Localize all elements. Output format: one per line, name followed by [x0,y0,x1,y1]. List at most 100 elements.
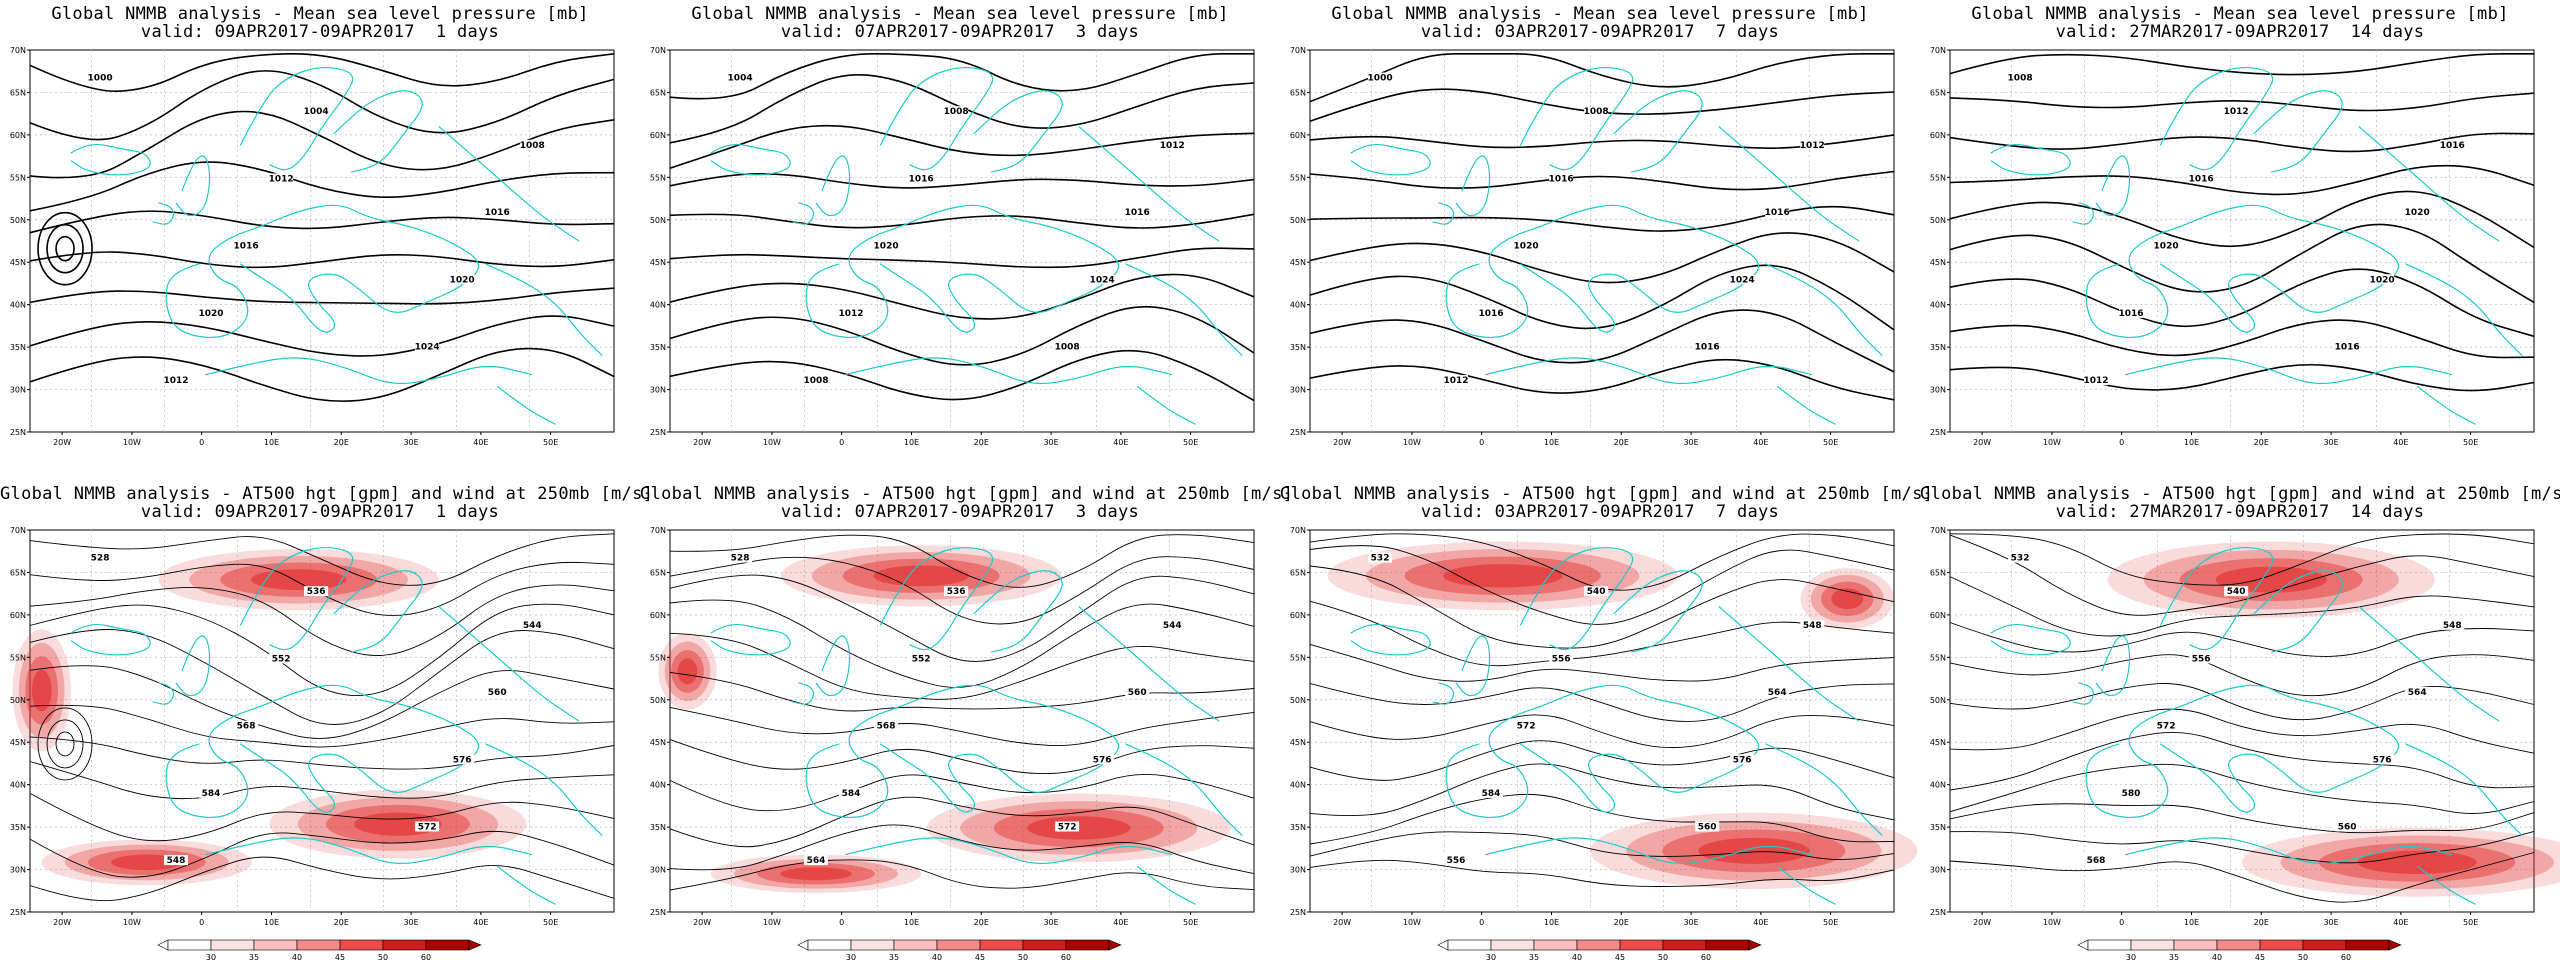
colorbar-tick-label: 40 [292,953,302,960]
coastline [333,90,423,173]
lon-tick-label: 30E [1683,438,1698,447]
lat-tick-label: 70N [10,46,26,55]
contour-line [1949,533,2535,586]
panel-z500-1day: Global NMMB analysis - AT500 hgt [gpm] a… [0,480,653,960]
lat-tick-label: 65N [1930,88,1946,97]
coastline [1136,865,1196,905]
contour-label: 1016 [2119,309,2144,319]
lon-tick-label: 30E [1043,438,1058,447]
contour-line [669,632,1255,700]
lat-tick-label: 30N [1930,866,1946,875]
contour-label-bg [2189,173,2214,184]
lon-tick-label: 30E [1043,918,1058,927]
map-plot: 1000 1008 1012 1016 1016 1020 1024 1016 1016 1012… [1290,46,1895,447]
lat-tick-label: 45N [1930,258,1946,267]
colorbar-arrow-left [797,939,809,951]
contour-line [1309,831,1895,860]
contour-label: 1012 [1800,141,1825,151]
lat-tick-label: 55N [10,653,26,662]
lat-tick-label: 25N [10,908,26,917]
contour-line [669,172,1255,189]
lat-axis: 70N 65N 60N 55N 50N 45N 40N 35N 30N 25N [1290,526,1310,917]
colorbar-tick-label: 35 [249,953,259,960]
colorbar-tick-label: 45 [975,953,985,960]
lon-tick-label: 50E [543,918,558,927]
contour-label: 564 [807,856,826,866]
lon-tick-label: 30E [403,438,418,447]
lat-axis: 70N 65N 60N 55N 50N 45N 40N 35N 30N 25N [10,46,30,437]
contour-label: 1024 [1730,275,1755,285]
colorbar-tick-label: 30 [846,953,856,960]
contour-label-bg [199,787,224,798]
contour-label-bg [2440,139,2465,150]
contour-labels: 532 540 548 556 564 572 576 584 560 556 [1368,552,1825,866]
coastline [710,623,791,656]
contour-label-bg [2440,619,2465,630]
contour-label-bg [1695,341,1720,352]
coastline [1718,605,1860,722]
lon-tick-label: 40E [473,438,488,447]
colorbar-tick-label: 50 [2298,953,2308,960]
contour-label: 548 [167,856,186,866]
coastline [815,635,851,697]
contour-label: 1012 [2083,376,2108,386]
contour-line [1309,793,1895,845]
contour-label-bg [728,72,753,83]
panel-z500-3day: Global NMMB analysis - AT500 hgt [gpm] a… [640,480,1294,960]
contour-label-bg [839,787,864,798]
colorbar-segment [253,939,298,951]
closed-contour [55,235,75,262]
lon-tick-label: 20W [1333,438,1351,447]
contour-label: 576 [1733,755,1752,765]
coastline [70,143,151,176]
lon-axis: 20W 10W 0 10E 20E 30E 40E 50E [693,432,1198,447]
lon-tick-label: 20E [1614,918,1629,927]
coastlines [1350,66,1883,425]
coastline [485,263,603,357]
panel-title: Global NMMB analysis - AT500 hgt [gpm] a… [640,484,1294,504]
panel-title: Global NMMB analysis - AT500 hgt [gpm] a… [1920,484,2560,504]
colorbar-tick-label: 30 [206,953,216,960]
lon-tick-label: 10W [1403,918,1421,927]
contour-line [669,273,1255,320]
lon-tick-label: 30E [1683,918,1698,927]
colorbar-segment [2087,939,2132,951]
coastline [973,90,1063,173]
lat-tick-label: 25N [650,908,666,917]
contour-label: 1016 [1479,309,1504,319]
colorbar-segment [2345,939,2390,951]
contour-label: 568 [877,722,896,732]
lon-tick-label: 40E [2393,438,2408,447]
contour-label-bg [2405,207,2430,218]
contour-labels: 528 536 544 552 560 568 576 584 572 548 [88,552,545,866]
contour-label: 1016 [2335,342,2360,352]
lon-tick-label: 50E [2463,918,2478,927]
contour-label-bg [415,341,440,352]
contour-line [29,665,615,739]
contour-label-bg [520,139,545,150]
contour-label: 560 [1698,822,1717,832]
contour-line [1309,859,1895,887]
lat-tick-label: 30N [1290,866,1306,875]
contour-line [669,124,1255,169]
contour-line [29,251,615,269]
contour-labels: 1000 1008 1012 1016 1016 1020 1024 1016 1016 1012 [1368,72,1825,386]
contour-line [669,247,1255,269]
contour-label-bg [1444,855,1468,866]
coastline [1432,202,1455,225]
colorbar-segment [1619,939,1664,951]
contour-label-bg [164,855,188,866]
coastline [1455,155,1491,217]
coastline [879,546,994,651]
coastline [2405,263,2523,357]
coastline [1078,605,1220,722]
lon-tick-label: 0 [839,438,844,447]
coastline [805,684,1120,819]
contour-label-bg [2224,106,2249,117]
contour-line [29,629,615,725]
contour-label-bg [1514,720,1539,731]
lat-tick-label: 30N [1290,386,1306,395]
contour-label: 564 [2408,688,2427,698]
contour-label: 576 [1093,755,1112,765]
grid-lines [1950,50,2534,432]
